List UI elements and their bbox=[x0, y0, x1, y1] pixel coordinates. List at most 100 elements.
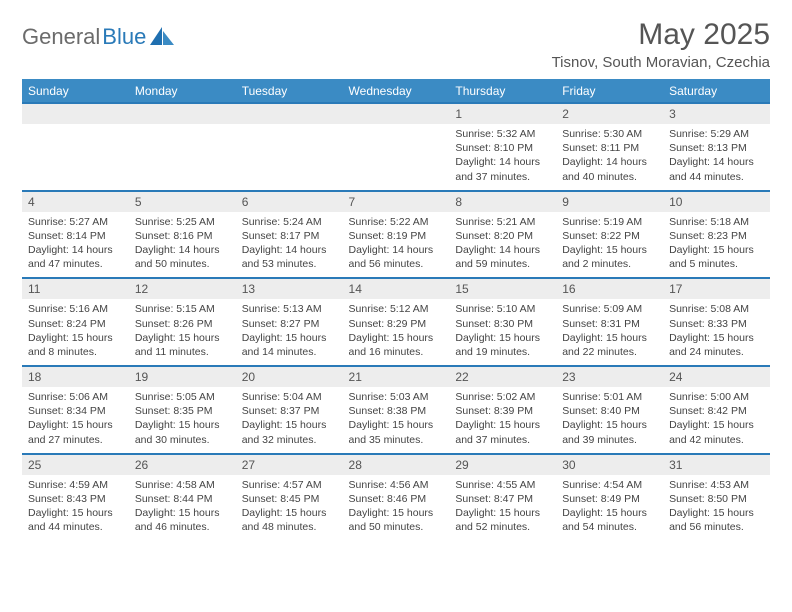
day-cell: 10Sunrise: 5:18 AMSunset: 8:23 PMDayligh… bbox=[663, 191, 770, 279]
dow-header-row: Sunday Monday Tuesday Wednesday Thursday… bbox=[22, 80, 770, 104]
day-details: Sunrise: 5:18 AMSunset: 8:23 PMDaylight:… bbox=[663, 212, 770, 278]
day-cell: 5Sunrise: 5:25 AMSunset: 8:16 PMDaylight… bbox=[129, 191, 236, 279]
day-number: 6 bbox=[236, 192, 343, 212]
day-number: 5 bbox=[129, 192, 236, 212]
day-details: Sunrise: 5:29 AMSunset: 8:13 PMDaylight:… bbox=[663, 124, 770, 190]
day-number: 18 bbox=[22, 367, 129, 387]
day-cell: 3Sunrise: 5:29 AMSunset: 8:13 PMDaylight… bbox=[663, 103, 770, 191]
day-details: Sunrise: 5:27 AMSunset: 8:14 PMDaylight:… bbox=[22, 212, 129, 278]
day-details: Sunrise: 4:55 AMSunset: 8:47 PMDaylight:… bbox=[449, 475, 556, 541]
day-details: Sunrise: 5:06 AMSunset: 8:34 PMDaylight:… bbox=[22, 387, 129, 453]
week-row: 4Sunrise: 5:27 AMSunset: 8:14 PMDaylight… bbox=[22, 191, 770, 279]
day-cell: 27Sunrise: 4:57 AMSunset: 8:45 PMDayligh… bbox=[236, 454, 343, 541]
day-cell: 2Sunrise: 5:30 AMSunset: 8:11 PMDaylight… bbox=[556, 103, 663, 191]
day-number: 10 bbox=[663, 192, 770, 212]
header: GeneralBlue May 2025 Tisnov, South Morav… bbox=[22, 18, 770, 71]
day-cell: 17Sunrise: 5:08 AMSunset: 8:33 PMDayligh… bbox=[663, 278, 770, 366]
day-cell: 13Sunrise: 5:13 AMSunset: 8:27 PMDayligh… bbox=[236, 278, 343, 366]
day-cell: 24Sunrise: 5:00 AMSunset: 8:42 PMDayligh… bbox=[663, 366, 770, 454]
dow-sunday: Sunday bbox=[22, 80, 129, 104]
day-details: Sunrise: 5:04 AMSunset: 8:37 PMDaylight:… bbox=[236, 387, 343, 453]
dow-friday: Friday bbox=[556, 80, 663, 104]
day-details: Sunrise: 5:09 AMSunset: 8:31 PMDaylight:… bbox=[556, 299, 663, 365]
month-title: May 2025 bbox=[552, 18, 770, 52]
week-row: 18Sunrise: 5:06 AMSunset: 8:34 PMDayligh… bbox=[22, 366, 770, 454]
day-number: 19 bbox=[129, 367, 236, 387]
week-row: 11Sunrise: 5:16 AMSunset: 8:24 PMDayligh… bbox=[22, 278, 770, 366]
day-details: Sunrise: 4:53 AMSunset: 8:50 PMDaylight:… bbox=[663, 475, 770, 541]
day-cell bbox=[129, 103, 236, 191]
day-cell: 1Sunrise: 5:32 AMSunset: 8:10 PMDaylight… bbox=[449, 103, 556, 191]
day-number: 4 bbox=[22, 192, 129, 212]
day-cell: 31Sunrise: 4:53 AMSunset: 8:50 PMDayligh… bbox=[663, 454, 770, 541]
dow-saturday: Saturday bbox=[663, 80, 770, 104]
day-details: Sunrise: 5:02 AMSunset: 8:39 PMDaylight:… bbox=[449, 387, 556, 453]
day-number: 14 bbox=[343, 279, 450, 299]
day-number: 27 bbox=[236, 455, 343, 475]
day-number: 25 bbox=[22, 455, 129, 475]
day-details: Sunrise: 5:12 AMSunset: 8:29 PMDaylight:… bbox=[343, 299, 450, 365]
day-cell: 29Sunrise: 4:55 AMSunset: 8:47 PMDayligh… bbox=[449, 454, 556, 541]
dow-tuesday: Tuesday bbox=[236, 80, 343, 104]
brand-logo: GeneralBlue bbox=[22, 18, 176, 50]
day-number: 15 bbox=[449, 279, 556, 299]
day-cell: 12Sunrise: 5:15 AMSunset: 8:26 PMDayligh… bbox=[129, 278, 236, 366]
dow-monday: Monday bbox=[129, 80, 236, 104]
logo-text-blue: Blue bbox=[102, 24, 146, 50]
day-number: 3 bbox=[663, 104, 770, 124]
day-cell: 25Sunrise: 4:59 AMSunset: 8:43 PMDayligh… bbox=[22, 454, 129, 541]
day-details: Sunrise: 5:22 AMSunset: 8:19 PMDaylight:… bbox=[343, 212, 450, 278]
day-number: 28 bbox=[343, 455, 450, 475]
day-cell: 26Sunrise: 4:58 AMSunset: 8:44 PMDayligh… bbox=[129, 454, 236, 541]
day-number: 21 bbox=[343, 367, 450, 387]
title-block: May 2025 Tisnov, South Moravian, Czechia bbox=[552, 18, 770, 71]
day-number: 16 bbox=[556, 279, 663, 299]
day-number: 13 bbox=[236, 279, 343, 299]
day-details: Sunrise: 5:00 AMSunset: 8:42 PMDaylight:… bbox=[663, 387, 770, 453]
day-cell: 28Sunrise: 4:56 AMSunset: 8:46 PMDayligh… bbox=[343, 454, 450, 541]
day-details: Sunrise: 5:13 AMSunset: 8:27 PMDaylight:… bbox=[236, 299, 343, 365]
day-details: Sunrise: 4:54 AMSunset: 8:49 PMDaylight:… bbox=[556, 475, 663, 541]
day-cell: 9Sunrise: 5:19 AMSunset: 8:22 PMDaylight… bbox=[556, 191, 663, 279]
day-cell: 14Sunrise: 5:12 AMSunset: 8:29 PMDayligh… bbox=[343, 278, 450, 366]
day-cell: 19Sunrise: 5:05 AMSunset: 8:35 PMDayligh… bbox=[129, 366, 236, 454]
day-cell: 22Sunrise: 5:02 AMSunset: 8:39 PMDayligh… bbox=[449, 366, 556, 454]
day-number: 24 bbox=[663, 367, 770, 387]
day-cell: 23Sunrise: 5:01 AMSunset: 8:40 PMDayligh… bbox=[556, 366, 663, 454]
day-details: Sunrise: 5:10 AMSunset: 8:30 PMDaylight:… bbox=[449, 299, 556, 365]
day-number: 26 bbox=[129, 455, 236, 475]
logo-sail-icon bbox=[150, 27, 176, 47]
day-number: 12 bbox=[129, 279, 236, 299]
day-details: Sunrise: 5:08 AMSunset: 8:33 PMDaylight:… bbox=[663, 299, 770, 365]
day-details: Sunrise: 5:32 AMSunset: 8:10 PMDaylight:… bbox=[449, 124, 556, 190]
day-details: Sunrise: 4:57 AMSunset: 8:45 PMDaylight:… bbox=[236, 475, 343, 541]
week-row: 1Sunrise: 5:32 AMSunset: 8:10 PMDaylight… bbox=[22, 103, 770, 191]
logo-text-gray: General bbox=[22, 24, 100, 50]
day-number: 29 bbox=[449, 455, 556, 475]
day-number: 23 bbox=[556, 367, 663, 387]
day-number: 7 bbox=[343, 192, 450, 212]
dow-thursday: Thursday bbox=[449, 80, 556, 104]
day-cell bbox=[22, 103, 129, 191]
day-cell: 21Sunrise: 5:03 AMSunset: 8:38 PMDayligh… bbox=[343, 366, 450, 454]
day-cell: 18Sunrise: 5:06 AMSunset: 8:34 PMDayligh… bbox=[22, 366, 129, 454]
day-number: 17 bbox=[663, 279, 770, 299]
day-details: Sunrise: 5:05 AMSunset: 8:35 PMDaylight:… bbox=[129, 387, 236, 453]
day-details: Sunrise: 4:58 AMSunset: 8:44 PMDaylight:… bbox=[129, 475, 236, 541]
day-number: 20 bbox=[236, 367, 343, 387]
day-number: 9 bbox=[556, 192, 663, 212]
day-cell: 6Sunrise: 5:24 AMSunset: 8:17 PMDaylight… bbox=[236, 191, 343, 279]
day-details: Sunrise: 4:56 AMSunset: 8:46 PMDaylight:… bbox=[343, 475, 450, 541]
day-number: 8 bbox=[449, 192, 556, 212]
day-cell: 8Sunrise: 5:21 AMSunset: 8:20 PMDaylight… bbox=[449, 191, 556, 279]
day-cell: 16Sunrise: 5:09 AMSunset: 8:31 PMDayligh… bbox=[556, 278, 663, 366]
day-details: Sunrise: 5:30 AMSunset: 8:11 PMDaylight:… bbox=[556, 124, 663, 190]
week-row: 25Sunrise: 4:59 AMSunset: 8:43 PMDayligh… bbox=[22, 454, 770, 541]
day-cell: 20Sunrise: 5:04 AMSunset: 8:37 PMDayligh… bbox=[236, 366, 343, 454]
day-cell: 7Sunrise: 5:22 AMSunset: 8:19 PMDaylight… bbox=[343, 191, 450, 279]
day-number: 1 bbox=[449, 104, 556, 124]
day-details: Sunrise: 5:25 AMSunset: 8:16 PMDaylight:… bbox=[129, 212, 236, 278]
day-cell: 11Sunrise: 5:16 AMSunset: 8:24 PMDayligh… bbox=[22, 278, 129, 366]
day-number: 31 bbox=[663, 455, 770, 475]
day-details: Sunrise: 5:01 AMSunset: 8:40 PMDaylight:… bbox=[556, 387, 663, 453]
